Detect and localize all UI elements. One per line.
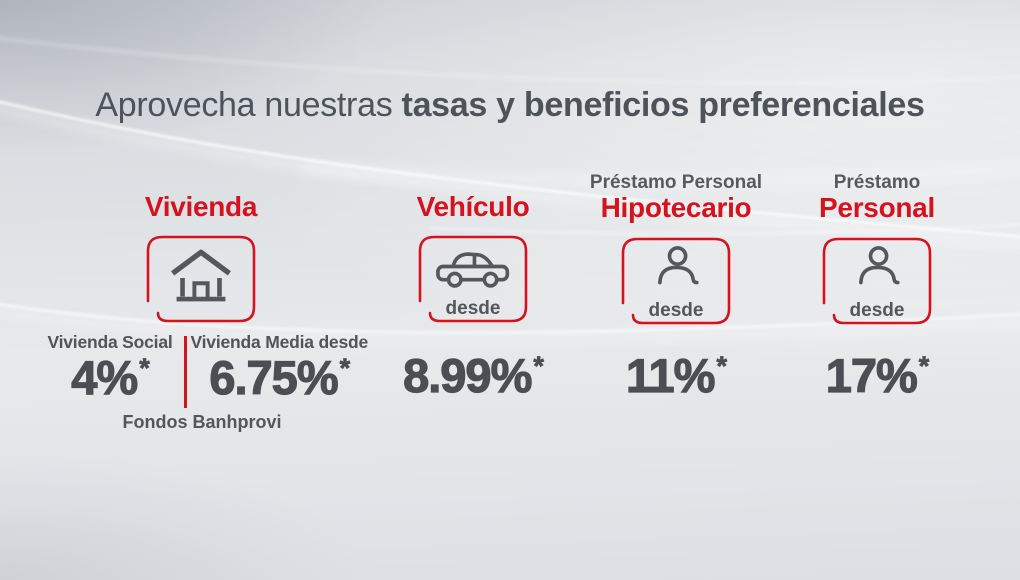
header-personal: Préstamo Personal <box>727 172 1020 223</box>
header-vivienda-label: Vivienda <box>144 191 258 222</box>
frame-vivienda <box>144 233 258 325</box>
vivienda-media-label: Vivienda Media desde <box>190 332 369 352</box>
frame-hipotecario: desde <box>619 235 733 327</box>
asterisk: * <box>339 353 350 384</box>
vivienda-social-block: Vivienda Social 4%* <box>36 332 184 410</box>
asterisk: * <box>716 351 727 382</box>
header-personal-top: Préstamo <box>833 172 921 193</box>
header-personal-label: Personal <box>819 192 935 223</box>
frame-vehiculo: desde <box>416 233 530 325</box>
title-emphasis: tasas y beneficios preferenciales <box>401 86 925 124</box>
vehiculo-rate: 8.99%* <box>402 348 544 402</box>
vivienda-rates: Vivienda Social 4%* Vivienda Media desde… <box>36 332 372 410</box>
header-vivienda: Vivienda <box>51 192 351 222</box>
vivienda-media-rate: 6.75%* <box>187 352 373 410</box>
person-icon <box>859 246 900 285</box>
desde-label: desde <box>445 298 501 319</box>
personal-rate: 17%* <box>825 348 930 402</box>
vivienda-social-rate: 4%* <box>36 352 184 410</box>
vivienda-media-block: Vivienda Media desde 6.75%* <box>187 332 373 410</box>
desde-label: desde <box>849 300 905 321</box>
frame-personal: desde <box>820 235 934 327</box>
title-lead: Aprovecha nuestras <box>95 86 393 124</box>
vivienda-social-label: Vivienda Social <box>47 332 173 352</box>
person-icon <box>658 246 699 285</box>
desde-label: desde <box>648 300 704 321</box>
house-icon <box>171 249 231 302</box>
rate-divider <box>184 336 187 408</box>
page-title: Aprovecha nuestras tasas y beneficios pr… <box>0 86 1020 125</box>
hipotecario-rate: 11%* <box>625 348 727 402</box>
fondos-banhprovi-note: Fondos Banhprovi <box>122 412 282 432</box>
car-icon <box>436 252 510 288</box>
asterisk: * <box>533 351 544 382</box>
asterisk: * <box>918 351 929 382</box>
asterisk: * <box>139 353 150 384</box>
